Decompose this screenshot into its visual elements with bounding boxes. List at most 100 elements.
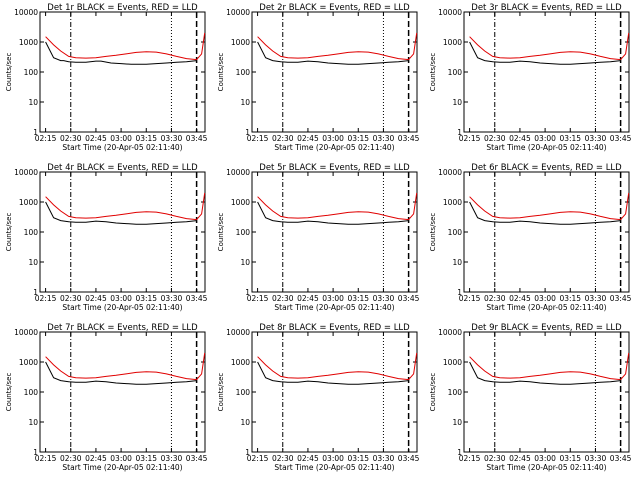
x-tick-label: 03:00 — [322, 134, 344, 143]
y-tick-label: 1 — [33, 128, 38, 137]
y-axis-label: Counts/sec — [5, 373, 13, 412]
y-tick-label: 10000 — [14, 8, 38, 17]
detector-panel-6: Det 6r BLACK = Events, RED = LLD 1 10 100 10… — [429, 163, 632, 312]
x-tick-label: 03:45 — [186, 454, 208, 463]
panel-title: Det 1r BLACK = Events, RED = LLD — [47, 3, 198, 13]
panel-title: Det 9r BLACK = Events, RED = LLD — [471, 323, 622, 333]
y-axis-label: Counts/sec — [217, 373, 225, 412]
x-tick-label: 02:30 — [60, 134, 82, 143]
x-tick-label: 02:45 — [297, 454, 319, 463]
y-axis-label: Counts/sec — [429, 53, 437, 92]
y-tick-label: 100 — [236, 388, 251, 397]
x-tick-label: 03:45 — [610, 294, 632, 303]
y-tick-label: 10 — [240, 258, 250, 267]
series-lld — [257, 352, 418, 381]
series-events — [45, 201, 197, 225]
x-tick-label: 02:30 — [484, 134, 506, 143]
x-tick-label: 02:15 — [247, 294, 269, 303]
x-axis-label: Start Time (20-Apr-05 02:11:40) — [486, 463, 606, 472]
y-tick-label: 100 — [448, 388, 463, 397]
panel-title: Det 3r BLACK = Events, RED = LLD — [471, 3, 622, 13]
y-axis-label: Counts/sec — [5, 53, 13, 92]
x-tick-label: 02:15 — [247, 454, 269, 463]
x-tick-label: 02:15 — [459, 134, 481, 143]
x-tick-label: 03:00 — [110, 134, 132, 143]
x-tick-label: 02:45 — [297, 134, 319, 143]
y-tick-label: 1000 — [19, 198, 38, 207]
x-tick-label: 02:15 — [35, 294, 57, 303]
x-tick-label: 02:45 — [297, 294, 319, 303]
x-tick-label: 03:45 — [398, 134, 420, 143]
x-tick-label: 03:45 — [186, 294, 208, 303]
x-tick-label: 03:00 — [534, 294, 556, 303]
panel-title: Det 4r BLACK = Events, RED = LLD — [47, 163, 198, 173]
x-tick-label: 03:15 — [135, 294, 157, 303]
x-tick-label: 02:30 — [272, 134, 294, 143]
y-tick-label: 10000 — [438, 8, 462, 17]
x-tick-label: 03:45 — [610, 134, 632, 143]
x-tick-label: 03:15 — [559, 294, 581, 303]
y-tick-label: 1000 — [443, 38, 462, 47]
y-tick-label: 1 — [33, 288, 38, 297]
plot-frame — [39, 331, 206, 453]
plot-frame — [251, 11, 418, 133]
x-tick-label: 03:45 — [610, 454, 632, 463]
x-axis-label: Start Time (20-Apr-05 02:11:40) — [62, 143, 182, 152]
x-tick-label: 03:30 — [585, 294, 607, 303]
y-axis-label: Counts/sec — [429, 213, 437, 252]
plot-frame — [39, 171, 206, 293]
y-tick-label: 100 — [24, 228, 39, 237]
series-lld — [45, 192, 206, 221]
x-tick-label: 02:30 — [272, 294, 294, 303]
x-tick-label: 02:30 — [484, 454, 506, 463]
series-events — [257, 361, 409, 385]
x-tick-label: 02:45 — [509, 454, 531, 463]
x-tick-label: 03:30 — [585, 134, 607, 143]
y-tick-label: 1 — [245, 128, 250, 137]
y-tick-label: 10000 — [226, 168, 250, 177]
y-tick-label: 1000 — [231, 38, 250, 47]
x-tick-label: 03:30 — [161, 294, 183, 303]
x-tick-label: 03:00 — [110, 294, 132, 303]
y-tick-label: 10 — [240, 98, 250, 107]
y-tick-label: 1000 — [19, 358, 38, 367]
y-tick-label: 1 — [33, 448, 38, 457]
y-tick-label: 10 — [28, 98, 38, 107]
y-tick-label: 100 — [24, 388, 39, 397]
y-tick-label: 1000 — [443, 198, 462, 207]
detector-panel-7: Det 7r BLACK = Events, RED = LLD 1 10 100 10… — [5, 323, 208, 472]
detector-panel-1: Det 1r BLACK = Events, RED = LLD 1 10 100 10… — [5, 3, 208, 152]
x-tick-label: 03:30 — [373, 134, 395, 143]
series-events — [45, 361, 197, 385]
plot-frame — [463, 11, 630, 133]
x-tick-label: 03:30 — [373, 454, 395, 463]
y-tick-label: 10000 — [14, 328, 38, 337]
detector-panel-2: Det 2r BLACK = Events, RED = LLD 1 10 100 10… — [217, 3, 420, 152]
detector-panel-8: Det 8r BLACK = Events, RED = LLD 1 10 100 10… — [217, 323, 420, 472]
y-tick-label: 10000 — [14, 168, 38, 177]
x-tick-label: 02:30 — [272, 454, 294, 463]
y-tick-label: 10 — [28, 258, 38, 267]
series-events — [257, 41, 409, 65]
x-tick-label: 03:30 — [161, 454, 183, 463]
x-tick-label: 03:00 — [534, 134, 556, 143]
y-tick-label: 1000 — [231, 358, 250, 367]
x-tick-label: 03:00 — [534, 454, 556, 463]
y-tick-label: 10 — [28, 418, 38, 427]
y-tick-label: 10 — [240, 418, 250, 427]
y-axis-label: Counts/sec — [5, 213, 13, 252]
y-axis-label: Counts/sec — [429, 373, 437, 412]
detector-panel-5: Det 5r BLACK = Events, RED = LLD 1 10 100 10… — [217, 163, 420, 312]
x-axis-label: Start Time (20-Apr-05 02:11:40) — [274, 143, 394, 152]
y-tick-label: 1 — [245, 288, 250, 297]
y-tick-label: 1 — [457, 448, 462, 457]
y-tick-label: 10 — [452, 258, 462, 267]
plot-frame — [463, 171, 630, 293]
x-tick-label: 03:45 — [186, 134, 208, 143]
x-tick-label: 02:15 — [459, 294, 481, 303]
y-tick-label: 10000 — [226, 8, 250, 17]
series-events — [257, 201, 409, 225]
series-lld — [469, 352, 630, 381]
y-tick-label: 1 — [245, 448, 250, 457]
